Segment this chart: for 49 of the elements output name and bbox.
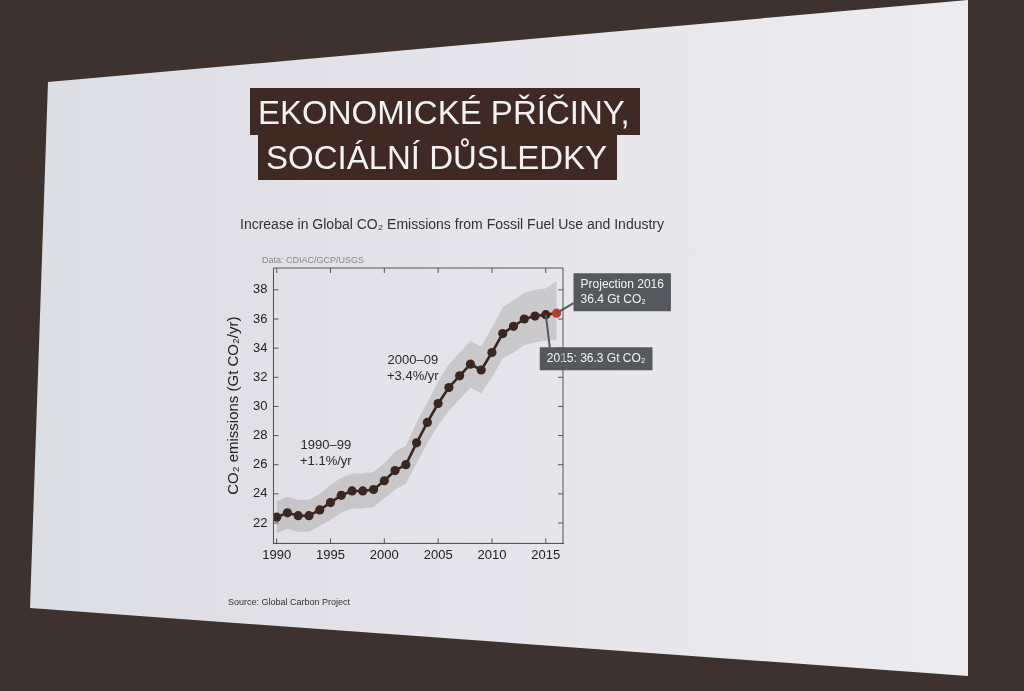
- point: [465, 359, 476, 369]
- y-tick-label: 38: [252, 281, 268, 297]
- point: [412, 438, 422, 448]
- point: [293, 511, 303, 521]
- y-tick-label: 28: [252, 427, 268, 443]
- x-tick-label: 2000: [369, 546, 399, 562]
- y-tick-label: 24: [252, 485, 268, 501]
- annotation: Projection 2016 36.4 Gt CO₂: [580, 276, 665, 306]
- point: [358, 486, 368, 496]
- point: [390, 465, 400, 476]
- y-tick-label: 26: [252, 456, 268, 472]
- annotation: 2000–09 +3.4%/yr: [387, 352, 439, 384]
- y-tick-label: 34: [252, 339, 268, 355]
- chart-subtitle: Increase in Global CO₂ Emissions from Fossil Fuel Use and Industry: [240, 216, 665, 232]
- text: Data: CDIAC/GCP/USGS: [262, 255, 365, 265]
- source-note: Source: Global Carbon Project: [228, 597, 351, 607]
- annotation: 2015: 36.3 Gt CO₂: [546, 351, 646, 366]
- point: [530, 311, 540, 321]
- point: [476, 365, 486, 375]
- point: [508, 321, 519, 331]
- point: [487, 347, 497, 358]
- point: [315, 505, 325, 515]
- annotation: 1990–99 +1.1%/yr: [300, 437, 352, 469]
- point: [368, 484, 379, 495]
- point: [336, 490, 346, 500]
- point: [455, 371, 465, 381]
- x-tick-label: 1990: [262, 546, 292, 562]
- point: [325, 498, 336, 508]
- x-tick-label: 1995: [316, 546, 345, 562]
- chart-title: EKONOMICKÉ PŘÍČINY, SOCIÁLNÍ DŮSLEDKY: [257, 93, 631, 178]
- x-tick-label: 2010: [477, 546, 507, 562]
- point: [498, 328, 508, 339]
- point: [433, 398, 443, 409]
- point: [401, 460, 411, 470]
- point: [519, 314, 529, 324]
- y-tick-label: 32: [252, 368, 268, 384]
- point: [282, 508, 293, 518]
- y-tick-label: 30: [252, 398, 268, 414]
- x-tick-label: 2015: [531, 546, 561, 562]
- point: [422, 417, 432, 428]
- y-tick-label: 22: [252, 514, 268, 530]
- y-axis-title: CO₂ emissions (Gt CO₂/yr): [224, 316, 242, 495]
- y-tick-label: 36: [252, 310, 268, 326]
- x-tick-label: 2005: [423, 546, 453, 562]
- point: [444, 382, 454, 393]
- point: [379, 476, 389, 486]
- point: [347, 486, 357, 496]
- point: [273, 512, 282, 522]
- point: [304, 511, 314, 521]
